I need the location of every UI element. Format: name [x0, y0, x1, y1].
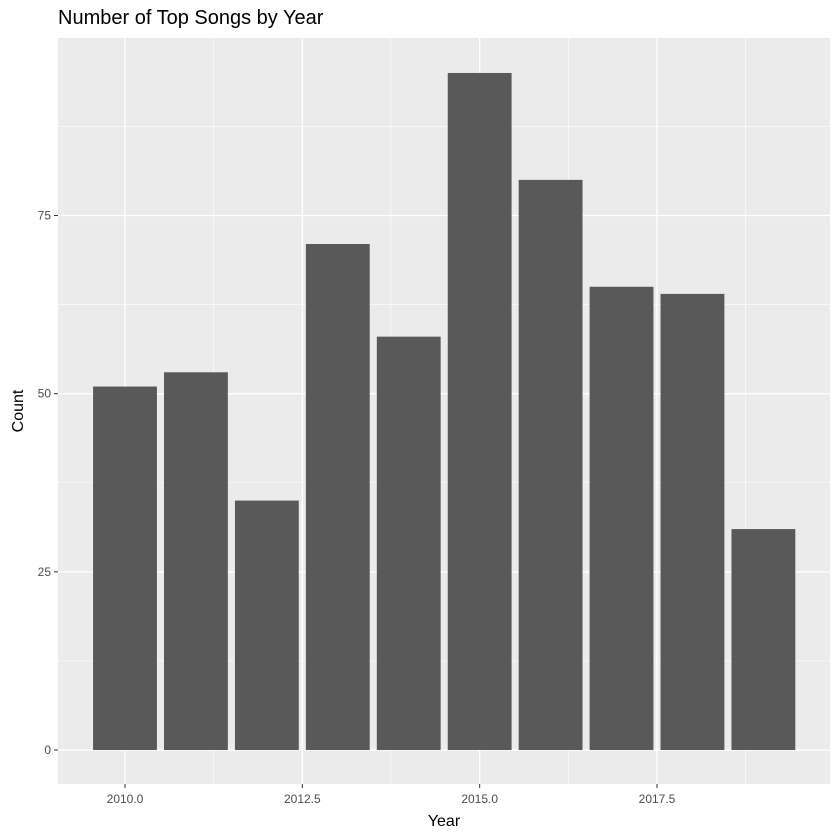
bars: [93, 72, 796, 751]
bar-2013: [305, 244, 370, 751]
bar-2015: [447, 72, 512, 750]
bar-2011: [164, 372, 228, 750]
y-tick-label: 50: [38, 387, 52, 401]
y-axis: 0 25 50 75: [38, 209, 58, 757]
bar-2019: [731, 529, 796, 750]
bar-2016: [518, 179, 583, 750]
y-axis-title: Count: [10, 389, 27, 432]
y-tick-label: 25: [38, 565, 52, 579]
x-tick-label: 2012.5: [284, 792, 321, 806]
bar-2018: [660, 293, 725, 750]
x-axis-title: Year: [428, 813, 461, 830]
x-tick-label: 2015.0: [461, 792, 498, 806]
x-tick-label: 2010.0: [107, 792, 144, 806]
bar-2012: [234, 500, 299, 750]
y-tick-label: 0: [44, 743, 51, 757]
chart-title: Number of Top Songs by Year: [58, 7, 324, 29]
bar-2014: [376, 336, 441, 750]
x-axis: 2010.0 2012.5 2015.0 2017.5: [107, 784, 676, 806]
x-tick-label: 2017.5: [639, 792, 676, 806]
bar-2017: [589, 286, 654, 750]
bar-2010: [93, 386, 157, 750]
y-tick-label: 75: [38, 209, 52, 223]
